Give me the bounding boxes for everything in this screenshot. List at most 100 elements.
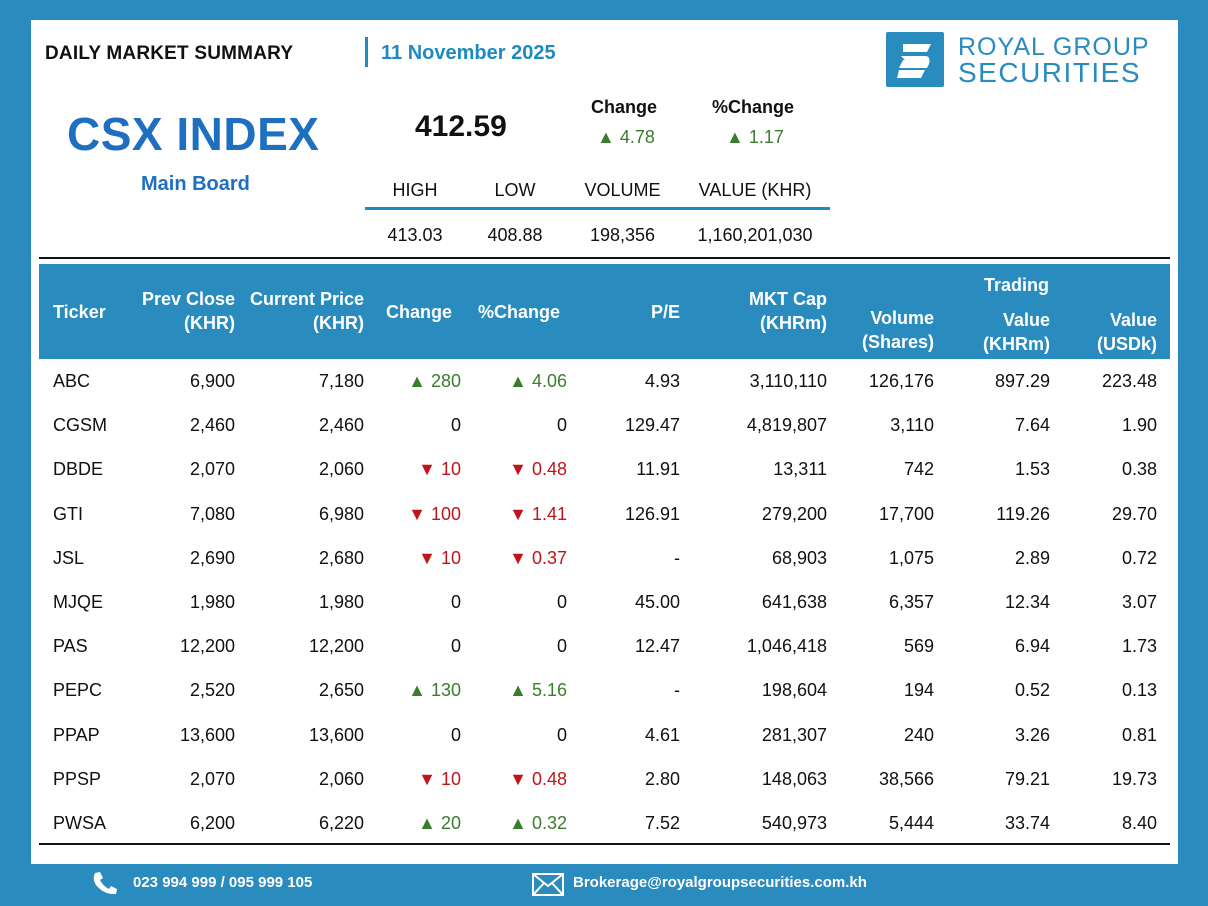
index-value: 412.59 [415, 110, 507, 143]
cell-value-khr: 119.26 [996, 503, 1050, 524]
cell-pct-change: ▼ 0.48 [509, 459, 567, 480]
cell-current-price: 13,600 [308, 724, 364, 745]
cell-value-khr: 0.52 [1014, 680, 1050, 701]
cell-ticker: CGSM [53, 415, 107, 436]
table-body: ABC 6,900 7,180 ▲ 280 ▲ 4.06 4.93 3,110,110 126… [39, 360, 1170, 846]
logo-wordmark: ROYAL GROUP SECURITIES [958, 32, 1150, 88]
cell-prev-close: 2,460 [189, 415, 235, 436]
stat-label-low: LOW [494, 180, 536, 200]
stat-value: 1,160,201,030 [697, 225, 813, 245]
th-prev-close-label: Prev Close [141, 289, 235, 309]
cell-value-khr: 79.21 [1004, 768, 1050, 789]
th-change: Change [386, 302, 453, 322]
market-summary-card: DAILY MARKET SUMMARY 11 November 2025 RO… [31, 20, 1178, 864]
th-mkt-cap-label: MKT Cap [749, 289, 827, 309]
cell-pct-change: ▼ 0.37 [509, 547, 567, 568]
cell-value-usd: 223.48 [1101, 371, 1157, 391]
phone-icon [93, 872, 117, 895]
cell-pct-change: ▼ 1.41 [509, 503, 567, 524]
th-pe: P/E [650, 302, 680, 322]
cell-prev-close: 2,520 [189, 680, 235, 701]
th-prev-close: Prev Close (KHR) [142, 287, 235, 335]
table-row: CGSM 2,460 2,460 0 0 129.47 4,819,807 3,110 7.64… [39, 404, 1170, 448]
cell-mkt-cap: 148,063 [761, 768, 827, 789]
table-top-rule [39, 257, 1170, 259]
cell-value-khr: 7.64 [1014, 415, 1050, 436]
cell-prev-close: 2,070 [189, 459, 235, 480]
cell-mkt-cap: 198,604 [761, 680, 827, 701]
cell-change: ▼ 100 [408, 503, 461, 524]
th-current-price: Current Price (KHR) [250, 287, 364, 335]
cell-current-price: 2,680 [318, 547, 364, 568]
footer-phone: 023 994 999 / 095 999 105 [133, 874, 313, 891]
report-date: 11 November 2025 [381, 42, 556, 64]
cell-current-price: 7,180 [318, 371, 364, 391]
cell-current-price: 12,200 [308, 636, 364, 657]
cell-change: ▼ 10 [418, 547, 461, 568]
th-value-khr-unit: (KHRm) [983, 334, 1050, 354]
table-row: PPAP 13,600 13,600 0 0 4.61 281,307 240 3.26 0.81 [39, 714, 1170, 758]
cell-mkt-cap: 279,200 [761, 503, 827, 524]
cell-value-usd: 3.07 [1121, 591, 1157, 612]
cell-value-khr: 1.53 [1014, 459, 1050, 480]
cell-pe: - [674, 680, 680, 701]
cell-current-price: 2,060 [318, 459, 364, 480]
cell-volume: 569 [903, 636, 934, 657]
th-value-khr: Value (KHRm) [983, 308, 1050, 356]
table-bottom-rule [39, 843, 1170, 845]
cell-pct-change: ▲ 4.06 [509, 371, 567, 391]
th-volume-label: Volume [870, 308, 934, 328]
board-name: Main Board [141, 173, 250, 195]
cell-change: ▲ 20 [418, 812, 461, 833]
cell-pe: 4.61 [644, 724, 680, 745]
logo-line-2: SECURITIES [958, 56, 1142, 88]
table-row: PEPC 2,520 2,650 ▲ 130 ▲ 5.16 - 198,604 194 0.52… [39, 669, 1170, 713]
cell-current-price: 2,460 [318, 415, 364, 436]
table-row: JSL 2,690 2,680 ▼ 10 ▼ 0.37 - 68,903 1,075 2.89 0… [39, 537, 1170, 581]
cell-current-price: 2,060 [318, 768, 364, 789]
cell-ticker: GTI [53, 503, 83, 524]
cell-current-price: 2,650 [318, 680, 364, 701]
cell-value-usd: 0.13 [1121, 680, 1157, 701]
stat-high: 413.03 [387, 225, 443, 245]
cell-volume: 1,075 [888, 547, 934, 568]
cell-volume: 240 [903, 724, 934, 745]
cell-volume: 5,444 [888, 812, 934, 833]
stat-low: 408.88 [487, 225, 543, 245]
cell-prev-close: 6,200 [189, 812, 235, 833]
cell-value-khr: 2.89 [1014, 547, 1050, 568]
cell-value-khr: 12.34 [1004, 591, 1050, 612]
cell-mkt-cap: 641,638 [761, 591, 827, 612]
cell-mkt-cap: 4,819,807 [746, 415, 827, 436]
cell-pct-change: 0 [556, 724, 567, 745]
cell-value-usd: 0.72 [1121, 547, 1157, 568]
cell-change: 0 [450, 636, 461, 657]
th-current-price-unit: (KHR) [313, 313, 364, 333]
index-name: CSX INDEX [67, 108, 320, 160]
cell-ticker: PAS [53, 636, 88, 657]
cell-ticker: MJQE [53, 591, 104, 612]
cell-value-usd: 29.70 [1111, 503, 1157, 524]
cell-value-usd: 1.90 [1121, 415, 1157, 436]
cell-pe: 126.91 [624, 503, 680, 524]
index-stats: HIGH LOW VOLUME VALUE (KHR) 413.03 408.8… [365, 180, 830, 246]
cell-value-khr: 33.74 [1004, 812, 1050, 833]
cell-prev-close: 13,600 [179, 724, 235, 745]
cell-prev-close: 1,980 [189, 591, 235, 612]
cell-prev-close: 7,080 [189, 503, 235, 524]
table-row: DBDE 2,070 2,060 ▼ 10 ▼ 0.48 11.91 13,311 742 1.… [39, 448, 1170, 492]
cell-pe: 11.91 [636, 459, 680, 480]
th-trading: Trading [984, 275, 1050, 295]
cell-pe: 12.47 [634, 636, 680, 657]
cell-change: 0 [450, 591, 461, 612]
table-row: MJQE 1,980 1,980 0 0 45.00 641,638 6,357 12.34 3.… [39, 581, 1170, 625]
cell-prev-close: 2,070 [189, 768, 235, 789]
cell-volume: 6,357 [888, 591, 934, 612]
cell-prev-close: 12,200 [179, 636, 235, 657]
logo-line-1: ROYAL GROUP [958, 32, 1150, 61]
cell-ticker: ABC [53, 371, 91, 391]
cell-ticker: PWSA [53, 812, 107, 833]
th-volume: Volume (Shares) [862, 306, 934, 354]
cell-change: ▼ 10 [418, 459, 461, 480]
royal-group-logo-icon [886, 32, 944, 87]
